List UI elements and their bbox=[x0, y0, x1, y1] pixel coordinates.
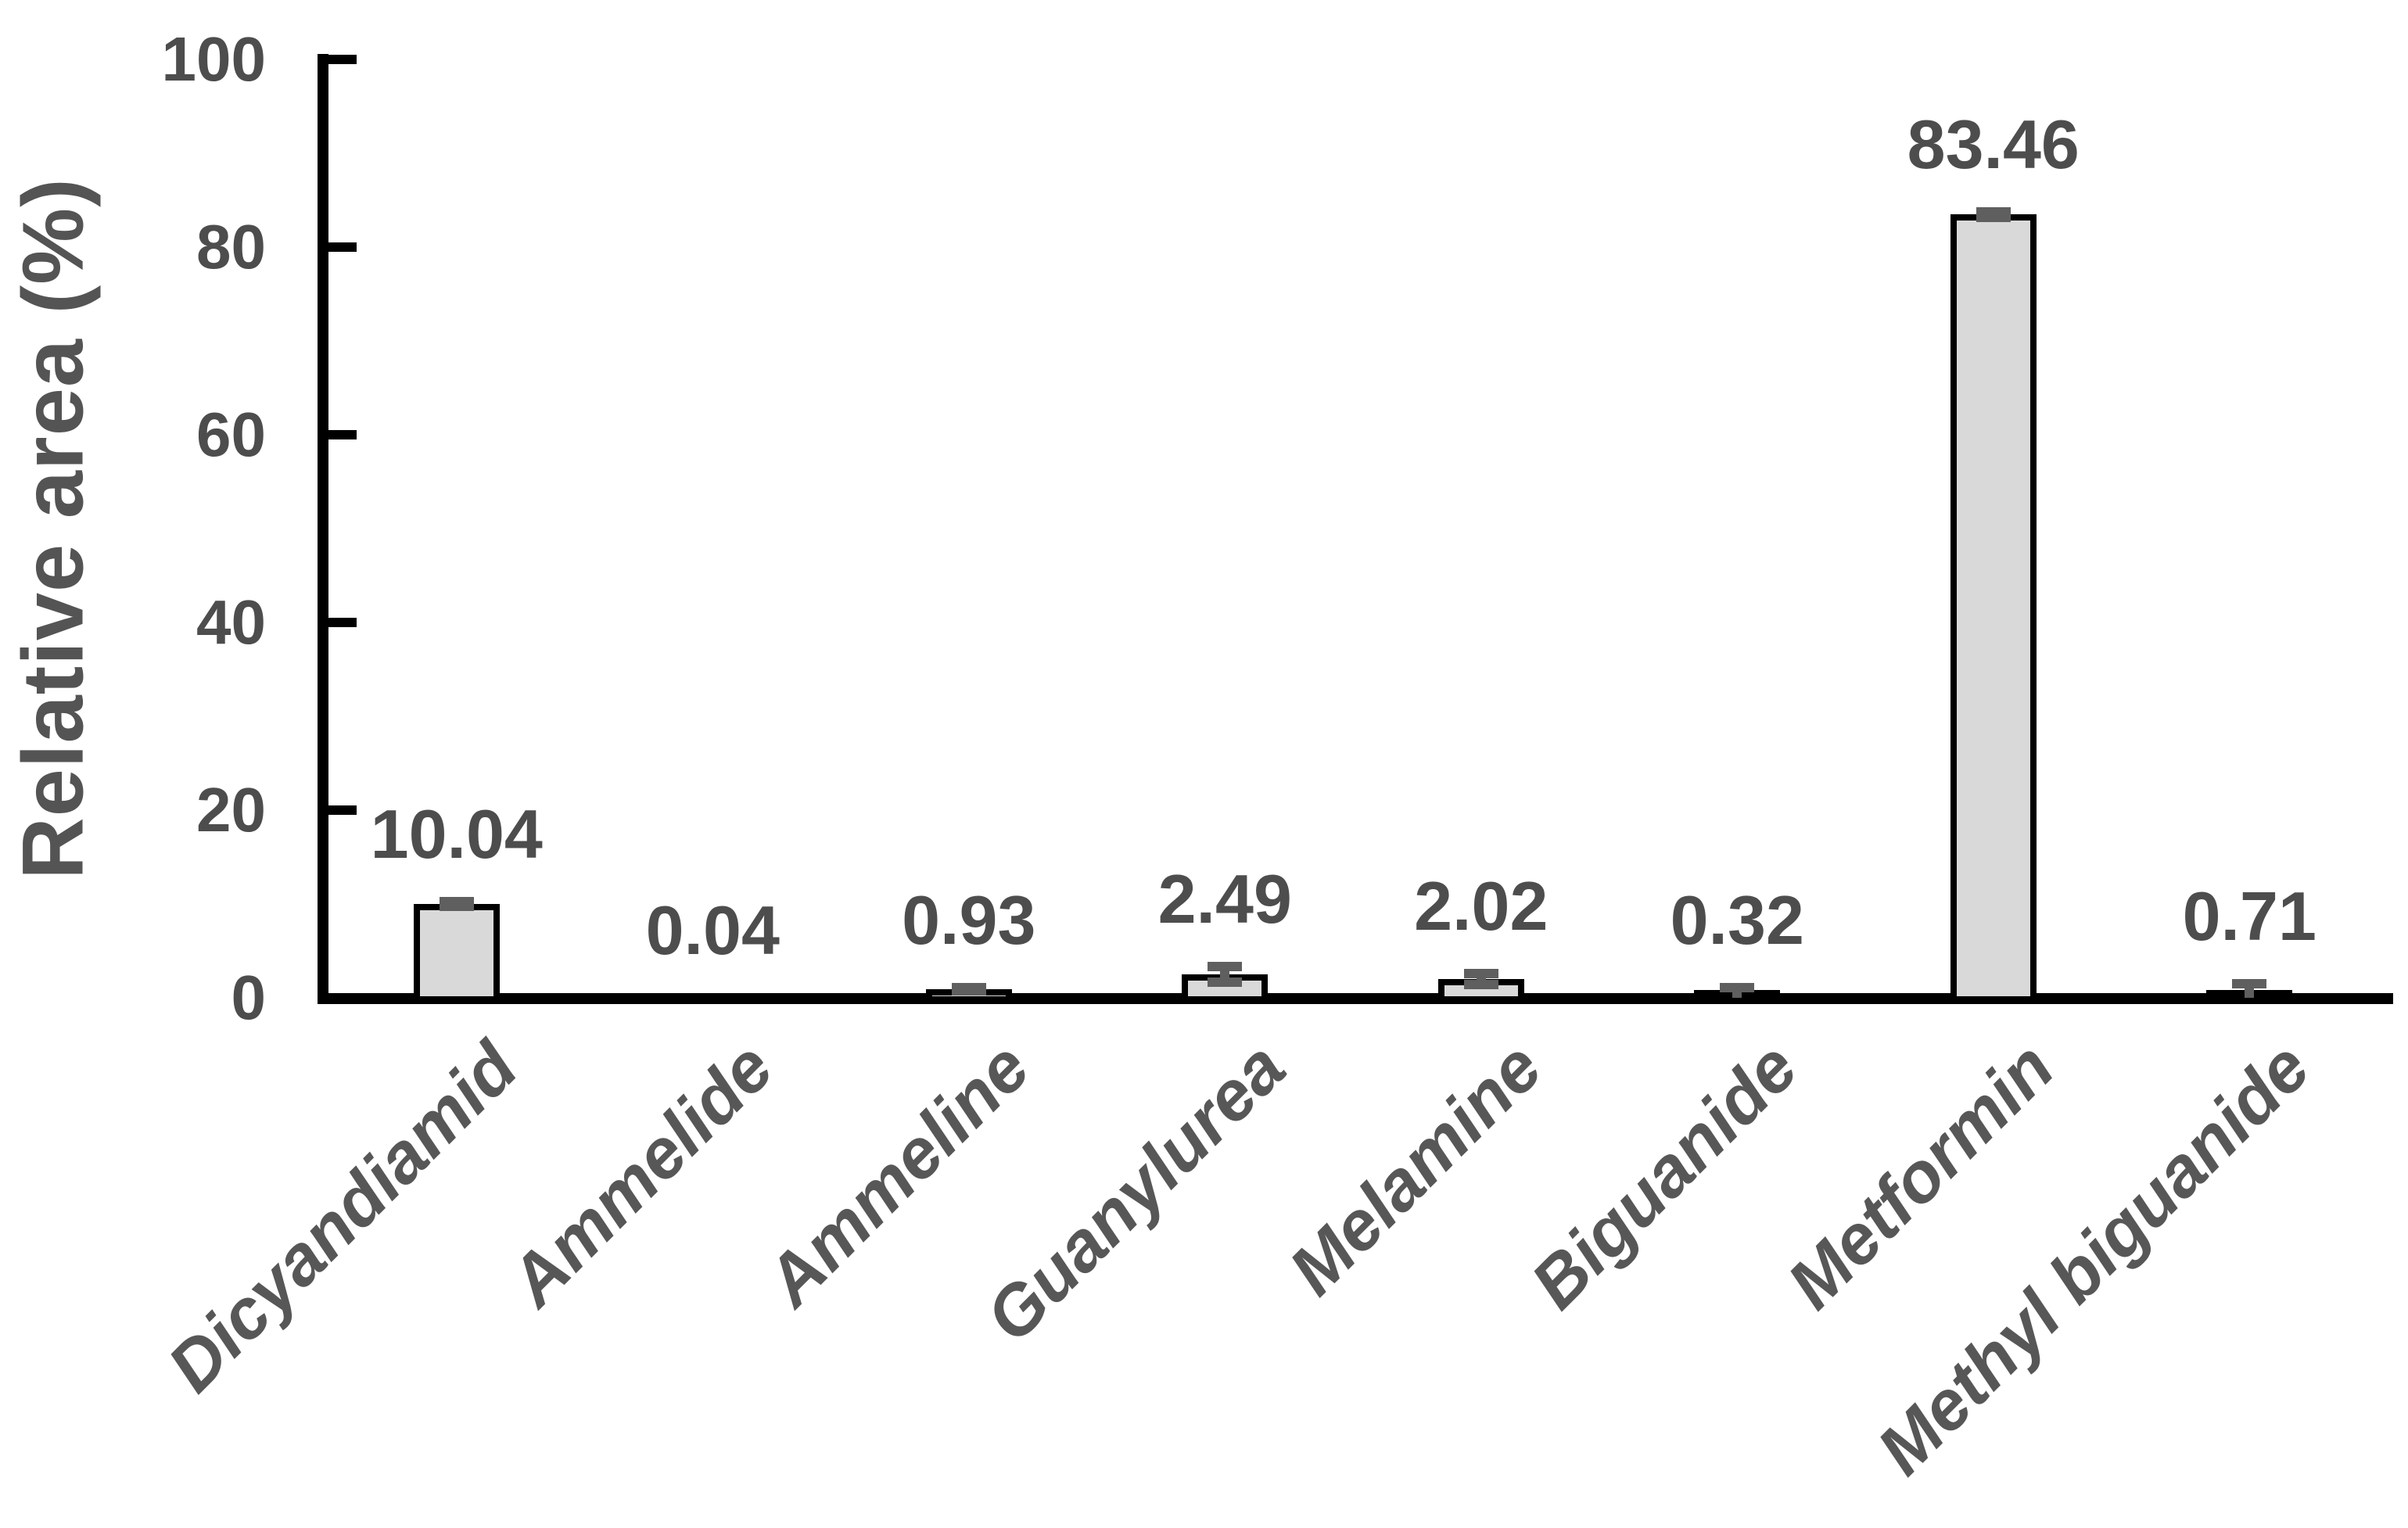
error-bar-bottom-cap-ammeline bbox=[951, 985, 986, 995]
error-bar-bottom-cap-metformin bbox=[1976, 213, 2011, 223]
y-tick-100 bbox=[328, 55, 357, 64]
value-label-dicyandiamid: 10.04 bbox=[370, 794, 543, 873]
error-bar-top-cap-biguanide bbox=[1720, 983, 1755, 993]
error-bar-top-cap-guanylurea bbox=[1208, 961, 1243, 971]
x-label-dicyandiamid: Dicyandiamid bbox=[153, 1028, 533, 1408]
value-label-metformin: 83.46 bbox=[1907, 105, 2080, 183]
y-tick-label-20: 20 bbox=[196, 775, 266, 845]
error-bar-bottom-cap-dicyandiamid bbox=[439, 901, 474, 911]
error-bar-bottom-cap-melamine bbox=[1463, 979, 1498, 989]
x-label-biguanide: Biguanide bbox=[1516, 1028, 1813, 1325]
error-bar-top-cap-melamine bbox=[1463, 968, 1498, 978]
value-label-biguanide: 0.32 bbox=[1670, 881, 1804, 959]
error-bar-top-cap-methyl-biguanide bbox=[2232, 978, 2267, 988]
y-axis-line bbox=[318, 54, 328, 1004]
y-tick-label-40: 40 bbox=[196, 587, 266, 657]
x-label-ammelide: Ammelide bbox=[494, 1028, 788, 1322]
y-tick-label-80: 80 bbox=[196, 212, 266, 282]
plot-area: 0 20 40 60 80 100 10.04 Dicyandiamid 0.04 Ammelid… bbox=[153, 24, 2393, 1490]
y-tick-label-60: 60 bbox=[196, 400, 266, 469]
bar-metformin bbox=[1950, 214, 2037, 1003]
value-label-ammelide: 0.04 bbox=[645, 891, 780, 969]
y-tick-label-100: 100 bbox=[161, 24, 266, 94]
error-bar-bottom-cap-guanylurea bbox=[1208, 977, 1243, 988]
y-tick-40 bbox=[328, 618, 357, 627]
x-axis-line bbox=[318, 993, 2393, 1004]
bar-dicyandiamid bbox=[413, 903, 500, 1003]
value-label-guanylurea: 2.49 bbox=[1157, 859, 1292, 938]
x-label-methyl-biguanide: Methyl biguanide bbox=[1863, 1028, 2325, 1490]
value-label-ammeline: 0.93 bbox=[902, 881, 1036, 959]
value-label-melamine: 2.02 bbox=[1414, 866, 1549, 945]
x-label-melamine: Melamine bbox=[1274, 1028, 1557, 1311]
value-label-methyl-biguanide: 0.71 bbox=[2182, 877, 2316, 955]
y-tick-60 bbox=[328, 430, 357, 439]
y-tick-80 bbox=[328, 242, 357, 252]
y-tick-label-0: 0 bbox=[231, 963, 267, 1032]
y-tick-20 bbox=[328, 805, 357, 815]
